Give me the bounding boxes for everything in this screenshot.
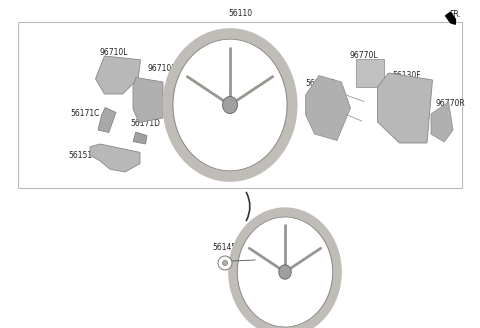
Text: 56111D: 56111D [210,32,240,41]
Polygon shape [133,132,147,144]
Text: 56991C: 56991C [305,79,335,88]
Bar [18,22,462,188]
Polygon shape [305,75,350,140]
Polygon shape [90,144,140,172]
Polygon shape [98,108,116,133]
Text: 56145B: 56145B [212,243,241,252]
Text: 56130F: 56130F [392,71,420,80]
Bar [356,59,384,87]
Polygon shape [96,56,141,94]
Polygon shape [377,73,432,143]
Text: 96710L: 96710L [100,48,129,57]
Text: FR.: FR. [449,10,461,19]
Ellipse shape [279,265,291,279]
FancyArrow shape [445,12,456,24]
Text: 56151: 56151 [68,151,92,159]
Text: 96770R: 96770R [435,99,465,108]
Text: 56171D: 56171D [130,119,160,128]
Text: 56171C: 56171C [70,109,99,117]
Ellipse shape [218,256,232,270]
Text: 56110: 56110 [228,9,252,18]
Polygon shape [431,102,453,142]
Ellipse shape [223,260,228,265]
Text: 96710R: 96710R [148,64,178,73]
Ellipse shape [223,96,238,113]
Polygon shape [133,77,163,122]
Text: 96770L: 96770L [350,51,379,60]
